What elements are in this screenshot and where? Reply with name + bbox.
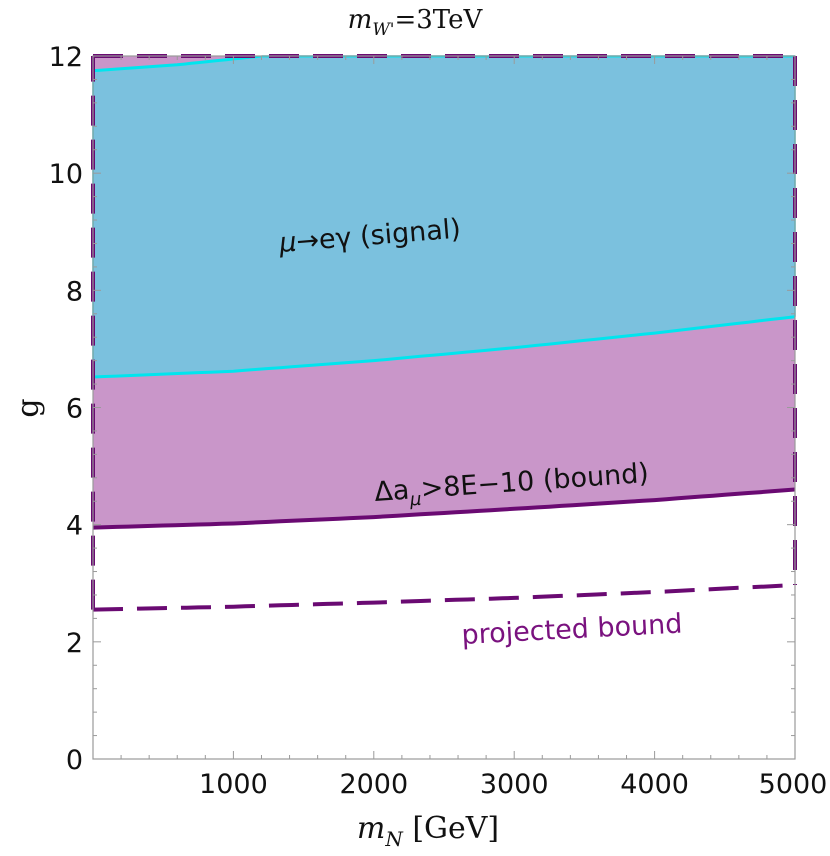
x-axis-title-subscript: N: [384, 827, 404, 851]
title-rest: =3TeV: [394, 5, 483, 35]
y-tick-label: 10: [49, 159, 83, 190]
y-tick-label: 4: [66, 511, 83, 542]
title-main: m: [348, 5, 373, 35]
signal-upper-curve: [93, 56, 795, 73]
x-axis-title-rest: [GeV]: [403, 811, 499, 846]
x-tick-label: 2000: [339, 769, 408, 800]
x-tick-label: 5000: [759, 769, 828, 800]
plot-regions: [93, 56, 795, 528]
y-axis-ticks: 0 2 4 6 8 10 12: [49, 42, 795, 776]
x-tick-label: 3000: [480, 769, 549, 800]
signal-annotation-mu: μ: [277, 227, 298, 259]
x-tick-label: 1000: [199, 769, 268, 800]
bound-curve: [93, 487, 795, 530]
y-tick-label: 0: [66, 745, 83, 776]
signal-region: [93, 56, 795, 377]
projected-bound-curve: [93, 583, 795, 612]
y-tick-label: 2: [66, 628, 83, 659]
y-tick-label: 6: [66, 394, 83, 425]
signal-lower-curve: [93, 315, 795, 379]
x-axis-title: mN [GeV]: [357, 811, 499, 851]
projected-annotation: projected bound: [461, 608, 683, 651]
x-axis-ticks: 1000 2000 3000 4000 5000: [120, 56, 828, 800]
chart-title: mW'=3TeV: [348, 5, 484, 40]
bound-annotation-subscript: μ: [408, 489, 422, 511]
y-tick-label: 8: [66, 276, 83, 307]
title-subscript: W': [372, 20, 394, 40]
y-tick-label: 12: [49, 42, 83, 73]
y-axis-title: g: [11, 398, 46, 417]
x-axis-title-main: m: [357, 811, 385, 846]
plot-curves: [93, 56, 795, 612]
bound-annotation-delta: Δa: [373, 475, 410, 508]
x-tick-label: 4000: [620, 769, 689, 800]
